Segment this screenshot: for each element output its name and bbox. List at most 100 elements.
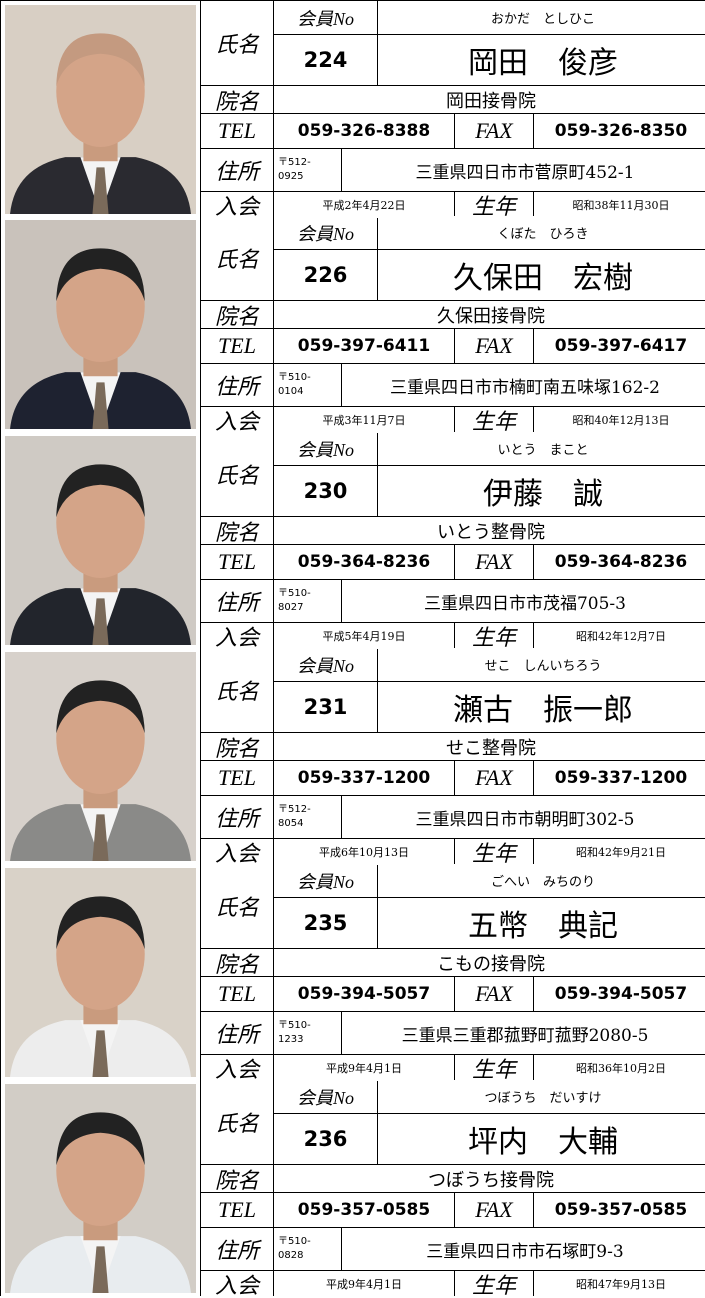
address-label: 住所 [201,364,273,406]
member-name: 久保田 宏樹 [378,250,705,300]
postal-line: 0104 [278,386,304,397]
fax: 059-326-8350 [534,114,705,148]
tel-label: TEL [201,1193,273,1227]
postal-code: 〒510- 0104 [274,364,341,406]
born-label: 生年 [455,1271,533,1297]
member-record: 氏名 会員No いとう まこと 230 伊藤 誠院名 いとう整骨院 TEL 059-364-8… [0,432,705,649]
member-no-label: 会員No [274,1,377,34]
address: 三重県四日市市石塚町9-3 [342,1228,705,1270]
born-label: 生年 [455,839,533,865]
photo [1,864,200,1081]
clinic-label: 院名 [201,733,273,760]
tel: 059-326-8388 [274,114,454,148]
hair [56,33,145,87]
hair [56,464,145,518]
postal-code: 〒510- 1233 [274,1012,341,1054]
member-record: 氏名 会員No くぼた ひろき 226 久保田 宏樹 院名 久保田接骨院 TEL 059-397… [0,216,705,433]
postal-code: 〒512- 8054 [274,796,341,838]
kana: おかだ としひこ [378,1,705,34]
joined-date: 平成9年4月1日 [274,1271,454,1297]
born-date: 昭和36年10月2日 [534,1055,705,1081]
postal-line: 0828 [278,1250,304,1261]
face [56,466,145,579]
tie [92,382,109,429]
member-no: 226 [274,250,377,300]
fax-label: FAX [455,977,533,1011]
kana: くぼた ひろき [378,216,705,249]
member-name: 岡田 俊彦 [378,35,705,85]
member-no-label: 会員No [274,432,377,465]
photo [1,432,200,649]
hair [56,1112,145,1166]
born-label: 生年 [455,192,533,218]
born-date: 昭和42年9月21日 [534,839,705,865]
photo [1,216,200,433]
postal-line: 〒510- [278,1236,311,1247]
joined-date: 平成5年4月19日 [274,623,454,649]
clinic-label: 院名 [201,301,273,328]
joined-date: 平成6年10月13日 [274,839,454,865]
member-record: 氏名 会員No つぼうち だいすけ 236 坪内 大輔 院名 つぼうち接骨院 TEL 059-3… [0,1080,705,1297]
joined-label: 入会 [201,192,273,218]
clinic-label: 院名 [201,949,273,976]
fax: 059-394-5057 [534,977,705,1011]
member-no: 224 [274,35,377,85]
fax-label: FAX [455,1193,533,1227]
postal-line: 1233 [278,1034,304,1045]
postal-line: 8027 [278,602,304,613]
member-record: 氏名 会員No せこ しんいちろう 231 瀬古 振一郎 院名 せこ整骨院 TEL 059-33… [0,648,705,865]
address: 三重県四日市市菅原町452-1 [342,149,705,191]
clinic: こもの接骨院 [274,949,705,976]
joined-date: 平成3年11月7日 [274,407,454,433]
address-label: 住所 [201,1228,273,1270]
address-label: 住所 [201,149,273,191]
postal-code: 〒510- 0828 [274,1228,341,1270]
name-label: 氏名 [201,864,273,948]
tel-label: TEL [201,114,273,148]
tel-label: TEL [201,761,273,795]
fax-label: FAX [455,114,533,148]
photo [1,648,200,865]
clinic: 岡田接骨院 [274,86,705,113]
name-label: 氏名 [201,216,273,300]
tel: 059-364-8236 [274,545,454,579]
face [56,35,145,148]
name-label: 氏名 [201,432,273,516]
kana: ごへい みちのり [378,864,705,897]
portrait [5,1084,196,1293]
born-label: 生年 [455,407,533,433]
postal-code: 〒512- 0925 [274,149,341,191]
postal-line: 〒510- [278,588,311,599]
kana: せこ しんいちろう [378,648,705,681]
tel-label: TEL [201,977,273,1011]
joined-label: 入会 [201,1055,273,1081]
tie [92,167,109,214]
member-record: 氏名 会員No ごへい みちのり 235 五幣 典記 院名 こもの接骨院 TEL 059-394… [0,864,705,1081]
portrait [5,5,196,214]
tie [92,1246,109,1293]
address-label: 住所 [201,796,273,838]
member-no: 230 [274,466,377,516]
tel: 059-357-0585 [274,1193,454,1227]
face [56,682,145,795]
tie [92,1030,109,1077]
joined-label: 入会 [201,839,273,865]
member-no-label: 会員No [274,216,377,249]
born-label: 生年 [455,1055,533,1081]
joined-date: 平成2年4月22日 [274,192,454,218]
postal-line: 〒512- [278,157,311,168]
name-label: 氏名 [201,1080,273,1164]
member-no-label: 会員No [274,1080,377,1113]
member-no: 236 [274,1114,377,1164]
fax: 059-364-8236 [534,545,705,579]
clinic: いとう整骨院 [274,517,705,544]
member-no: 235 [274,898,377,948]
clinic-label: 院名 [201,517,273,544]
born-date: 昭和40年12月13日 [534,407,705,433]
name-label: 氏名 [201,648,273,732]
address-label: 住所 [201,580,273,622]
portrait [5,868,196,1077]
tel: 059-337-1200 [274,761,454,795]
member-no-label: 会員No [274,864,377,897]
